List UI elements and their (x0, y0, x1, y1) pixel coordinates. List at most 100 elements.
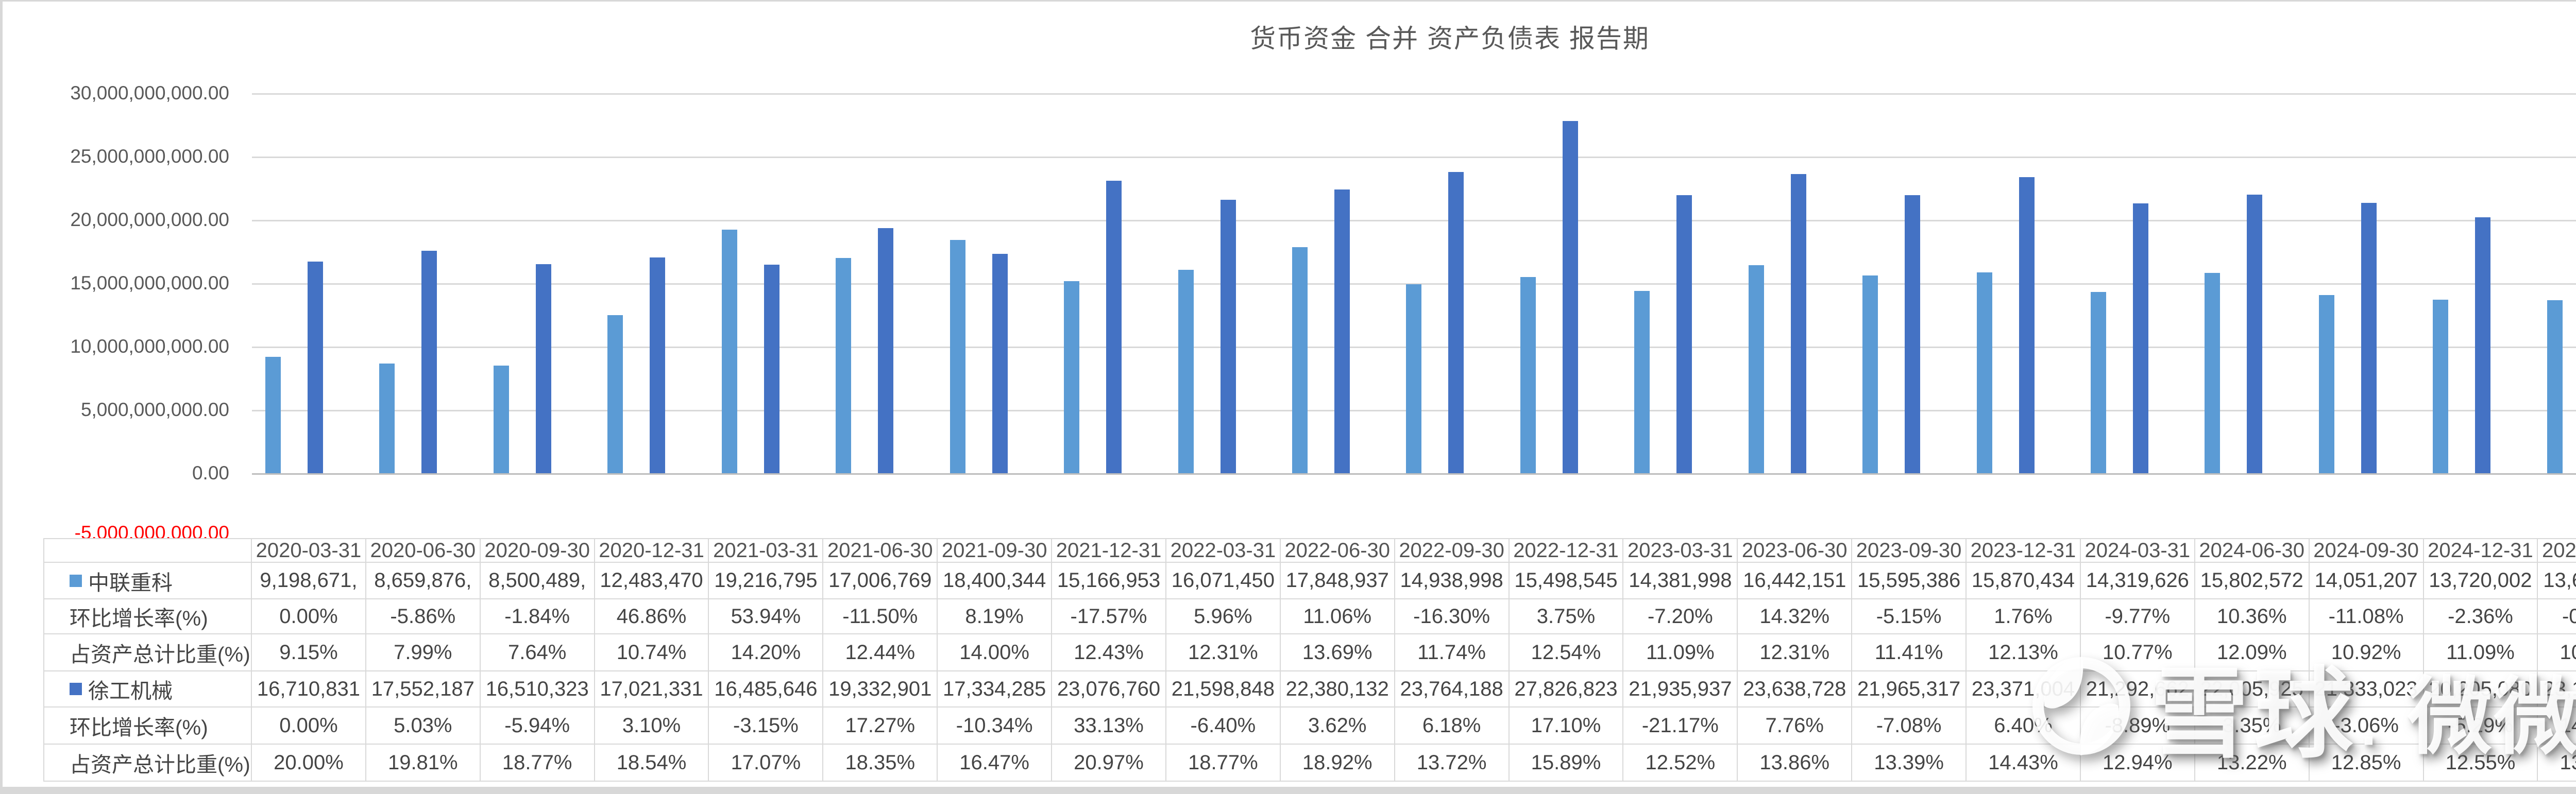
bar-徐工机械-2024-03-31 (2133, 203, 2148, 473)
column-header-date: 2020-09-30 (480, 539, 595, 563)
table-cell: 15,595,386 (1852, 563, 1967, 599)
table-cell: 12.94% (2080, 745, 2195, 782)
table-cell: -16.30% (1395, 599, 1510, 634)
table-cell: 16,710,831 (252, 671, 366, 707)
table-cell: 10.53% (2538, 634, 2576, 671)
table-cell: 11.09% (2424, 634, 2538, 671)
table-cell: 14.43% (1967, 745, 2081, 782)
table-cell: 21,965,317 (1852, 671, 1967, 707)
table-cell: 17,006,769 (823, 563, 938, 599)
table-cell: 3.62% (1280, 707, 1395, 745)
bar-中联重科-2020-03-31 (265, 356, 281, 473)
row-label-text: 环比增长率(%) (70, 716, 208, 739)
table-cell: 13.86% (1738, 745, 1853, 782)
table-cell: 17,334,285 (938, 671, 1053, 707)
column-header-date: 2024-09-30 (2309, 539, 2424, 563)
column-header-date: 2020-03-31 (252, 539, 366, 563)
y-axis-label: 30,000,000,000.00 (70, 82, 229, 103)
bar-中联重科-2021-09-30 (950, 240, 965, 473)
table-cell: 16.47% (938, 745, 1053, 782)
table-cell: 17,021,331 (595, 671, 709, 707)
table-cell: 0.00% (252, 599, 366, 634)
table-cell: 23,638,728 (1738, 671, 1853, 707)
bar-中联重科-2021-03-31 (721, 230, 737, 473)
table-cell: 15,870,434 (1967, 563, 2081, 599)
table-cell: -6.40% (1166, 707, 1281, 745)
table-row: 2020-03-31 2020-06-30 2020-09-30 2020-12-31… (44, 539, 2576, 563)
legend-square-icon (70, 574, 82, 587)
bar-徐工机械-2020-03-31 (308, 261, 323, 473)
table-cell: 5.96% (1166, 599, 1281, 634)
row-label-metric: 占资产总计比重(%) (44, 745, 252, 782)
table-cell: 12,483,470 (595, 563, 709, 599)
row-label-metric: 环比增长率(%) (44, 707, 252, 745)
table-cell: 14,938,998 (1395, 563, 1510, 599)
bar-中联重科-2023-06-30 (1748, 265, 1764, 473)
row-label-metric: 占资产总计比重(%) (44, 634, 252, 671)
table-cell: 12.85% (2309, 745, 2424, 782)
table-cell: 15.89% (1509, 745, 1624, 782)
table-cell: 14,381,998 (1623, 563, 1738, 599)
bar-中联重科-2025-03-31 (2547, 300, 2563, 473)
table-row: 中联重科 9,198,671, 8,659,876, 8,500,489, 12,483… (44, 563, 2576, 599)
bar-徐工机械-2022-09-30 (1448, 172, 1464, 473)
table-cell: -5.29% (2424, 707, 2538, 745)
table-cell: 12.55% (2424, 745, 2538, 782)
bar-中联重科-2022-12-31 (1520, 277, 1536, 473)
column-header-date: 2024-06-30 (2195, 539, 2310, 563)
y-axis-label: 0.00 (192, 462, 229, 484)
table-cell: 15,498,545 (1509, 563, 1624, 599)
row-label-text: 徐工机械 (88, 679, 173, 703)
column-header-date: 2023-06-30 (1738, 539, 1853, 563)
table-cell: 15,802,572 (2195, 563, 2310, 599)
bar-中联重科-2021-06-30 (836, 257, 852, 473)
table-cell: 12.54% (1509, 634, 1624, 671)
bar-徐工机械-2024-12-31 (2475, 217, 2491, 473)
column-header-date: 2024-03-31 (2080, 539, 2195, 563)
x-axis-line (252, 473, 2576, 475)
table-cell: 20.97% (1052, 745, 1166, 782)
table-cell: 19,332,901 (823, 671, 938, 707)
table-cell: 1.76% (1967, 599, 2081, 634)
data-table: 2020-03-31 2020-06-30 2020-09-30 2020-12-31… (43, 538, 2576, 782)
table-cell: 22,005,925 (2195, 671, 2310, 707)
table-cell: 23,764,188 (1395, 671, 1510, 707)
bar-徐工机械-2022-03-31 (1220, 199, 1236, 473)
table-cell: 11.06% (1280, 599, 1395, 634)
gridline (252, 157, 2576, 158)
bar-徐工机械-2022-06-30 (1334, 189, 1350, 473)
table-cell: -10.34% (938, 707, 1053, 745)
table-cell: 3.75% (1509, 599, 1624, 634)
column-header-date: 2021-12-31 (1052, 539, 1166, 563)
table-cell: -5.15% (1852, 599, 1967, 634)
table-cell: 23,197,056 (2538, 671, 2576, 707)
row-label-text: 中联重科 (88, 571, 173, 595)
table-cell: 33.13% (1052, 707, 1166, 745)
row-label-series: 中联重科 (44, 563, 252, 599)
bar-中联重科-2020-12-31 (607, 315, 623, 473)
table-cell: 14.32% (1738, 599, 1853, 634)
column-header-date: 2020-12-31 (595, 539, 709, 563)
bar-中联重科-2023-03-31 (1634, 291, 1650, 473)
bar-中联重科-2020-06-30 (379, 364, 395, 473)
table-cell: 19.81% (366, 745, 481, 782)
bar-徐工机械-2020-12-31 (650, 257, 666, 473)
chart-title: 货币资金 合并 资产负债表 报告期 (1250, 24, 1650, 53)
table-cell: 12.31% (1166, 634, 1281, 671)
bar-徐工机械-2021-03-31 (764, 264, 779, 473)
table-cell: 16,485,646 (709, 671, 824, 707)
gridline (252, 220, 2576, 221)
table-cell: 8.19% (938, 599, 1053, 634)
table-cell: 17,848,937 (1280, 563, 1395, 599)
column-header-date: 2024-12-31 (2424, 539, 2538, 563)
table-row: 环比增长率(%) 0.00% 5.03% -5.94% 3.10% -3.15% 17.27… (44, 707, 2576, 745)
table-cell: -7.08% (1852, 707, 1967, 745)
table-row: 徐工机械 16,710,831 17,552,187 16,510,323 17,021… (44, 671, 2576, 707)
bar-徐工机械-2023-09-30 (1905, 195, 1921, 473)
table-cell: 21,333,023 (2309, 671, 2424, 707)
table-cell: 13.69% (1280, 634, 1395, 671)
table-cell: 8,659,876, (366, 563, 481, 599)
column-header-date: 2023-09-30 (1852, 539, 1967, 563)
table-row: 占资产总计比重(%) 9.15% 7.99% 7.64% 10.74% 14.20% 12.… (44, 634, 2576, 671)
legend-square-icon (70, 683, 82, 695)
